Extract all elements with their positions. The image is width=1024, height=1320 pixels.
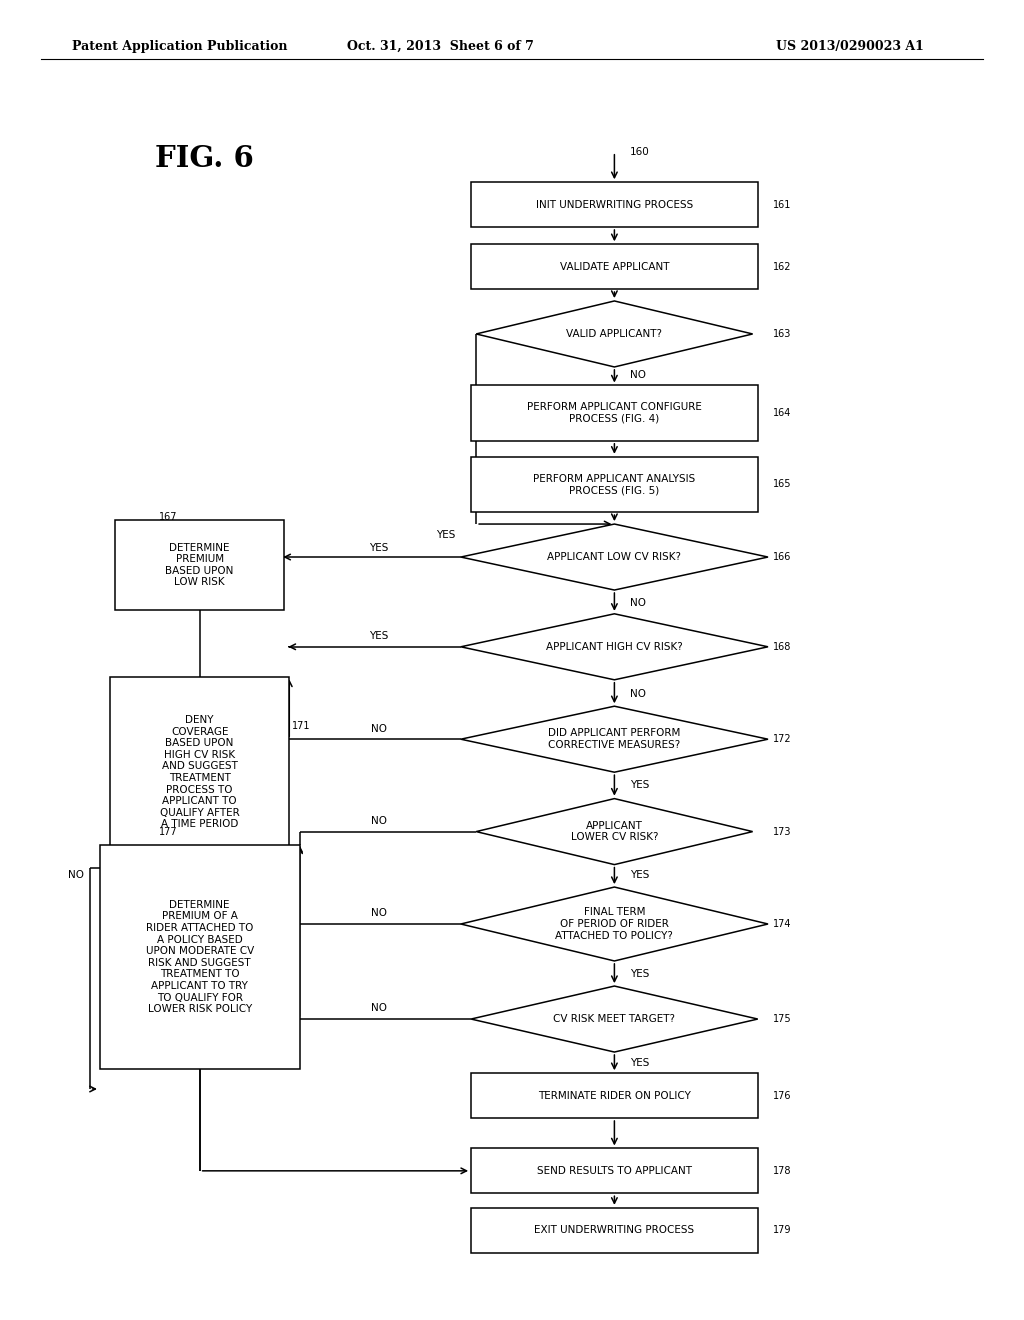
Text: 171: 171	[292, 721, 310, 731]
Text: CV RISK MEET TARGET?: CV RISK MEET TARGET?	[553, 1014, 676, 1024]
FancyBboxPatch shape	[471, 457, 758, 512]
Polygon shape	[461, 614, 768, 680]
Text: 165: 165	[773, 479, 792, 490]
Text: 175: 175	[773, 1014, 792, 1024]
Text: NO: NO	[371, 908, 387, 919]
Text: 179: 179	[773, 1225, 792, 1236]
Text: 166: 166	[773, 552, 792, 562]
FancyBboxPatch shape	[471, 1208, 758, 1253]
Text: DETERMINE
PREMIUM OF A
RIDER ATTACHED TO
A POLICY BASED
UPON MODERATE CV
RISK AN: DETERMINE PREMIUM OF A RIDER ATTACHED TO…	[145, 900, 254, 1014]
Text: NO: NO	[630, 598, 646, 609]
Text: Patent Application Publication: Patent Application Publication	[72, 40, 287, 53]
Text: APPLICANT
LOWER CV RISK?: APPLICANT LOWER CV RISK?	[570, 821, 658, 842]
Text: 168: 168	[773, 642, 792, 652]
Polygon shape	[461, 706, 768, 772]
FancyBboxPatch shape	[100, 845, 299, 1069]
Text: PERFORM APPLICANT CONFIGURE
PROCESS (FIG. 4): PERFORM APPLICANT CONFIGURE PROCESS (FIG…	[527, 403, 701, 424]
Text: VALIDATE APPLICANT: VALIDATE APPLICANT	[560, 261, 669, 272]
Text: 177: 177	[159, 826, 177, 837]
Text: FINAL TERM
OF PERIOD OF RIDER
ATTACHED TO POLICY?: FINAL TERM OF PERIOD OF RIDER ATTACHED T…	[555, 907, 674, 941]
Text: APPLICANT HIGH CV RISK?: APPLICANT HIGH CV RISK?	[546, 642, 683, 652]
FancyBboxPatch shape	[471, 182, 758, 227]
Text: NO: NO	[371, 1003, 387, 1014]
FancyBboxPatch shape	[471, 1073, 758, 1118]
Text: US 2013/0290023 A1: US 2013/0290023 A1	[776, 40, 924, 53]
Polygon shape	[461, 887, 768, 961]
Text: YES: YES	[630, 870, 649, 880]
Text: YES: YES	[630, 969, 649, 979]
Text: 174: 174	[773, 919, 792, 929]
Text: YES: YES	[370, 631, 388, 642]
Text: APPLICANT LOW CV RISK?: APPLICANT LOW CV RISK?	[548, 552, 681, 562]
Text: 161: 161	[773, 199, 792, 210]
Polygon shape	[476, 799, 753, 865]
Text: Oct. 31, 2013  Sheet 6 of 7: Oct. 31, 2013 Sheet 6 of 7	[347, 40, 534, 53]
Text: 173: 173	[773, 826, 792, 837]
Text: EXIT UNDERWRITING PROCESS: EXIT UNDERWRITING PROCESS	[535, 1225, 694, 1236]
Text: YES: YES	[630, 1057, 649, 1068]
Text: 178: 178	[773, 1166, 792, 1176]
Text: FIG. 6: FIG. 6	[156, 144, 254, 173]
Polygon shape	[476, 301, 753, 367]
Text: DENY
COVERAGE
BASED UPON
HIGH CV RISK
AND SUGGEST
TREATMENT
PROCESS TO
APPLICANT: DENY COVERAGE BASED UPON HIGH CV RISK AN…	[160, 715, 240, 829]
Text: YES: YES	[370, 543, 388, 553]
Text: 162: 162	[773, 261, 792, 272]
Text: 172: 172	[773, 734, 792, 744]
FancyBboxPatch shape	[471, 385, 758, 441]
Text: NO: NO	[630, 689, 646, 700]
Text: 167: 167	[159, 512, 177, 523]
Text: INIT UNDERWRITING PROCESS: INIT UNDERWRITING PROCESS	[536, 199, 693, 210]
Text: NO: NO	[69, 870, 85, 879]
Text: 176: 176	[773, 1090, 792, 1101]
Polygon shape	[461, 524, 768, 590]
Text: PERFORM APPLICANT ANALYSIS
PROCESS (FIG. 5): PERFORM APPLICANT ANALYSIS PROCESS (FIG.…	[534, 474, 695, 495]
Text: TERMINATE RIDER ON POLICY: TERMINATE RIDER ON POLICY	[538, 1090, 691, 1101]
Text: DID APPLICANT PERFORM
CORRECTIVE MEASURES?: DID APPLICANT PERFORM CORRECTIVE MEASURE…	[548, 729, 681, 750]
Text: 163: 163	[773, 329, 792, 339]
Text: YES: YES	[436, 529, 456, 540]
FancyBboxPatch shape	[471, 244, 758, 289]
Text: SEND RESULTS TO APPLICANT: SEND RESULTS TO APPLICANT	[537, 1166, 692, 1176]
FancyBboxPatch shape	[115, 520, 285, 610]
Text: VALID APPLICANT?: VALID APPLICANT?	[566, 329, 663, 339]
Text: 164: 164	[773, 408, 792, 418]
Polygon shape	[471, 986, 758, 1052]
Text: NO: NO	[371, 723, 387, 734]
Text: DETERMINE
PREMIUM
BASED UPON
LOW RISK: DETERMINE PREMIUM BASED UPON LOW RISK	[166, 543, 233, 587]
Text: YES: YES	[630, 780, 649, 791]
FancyBboxPatch shape	[111, 677, 289, 869]
FancyBboxPatch shape	[471, 1148, 758, 1193]
Text: 160: 160	[630, 147, 649, 157]
Text: NO: NO	[371, 816, 387, 826]
Text: NO: NO	[630, 370, 646, 380]
